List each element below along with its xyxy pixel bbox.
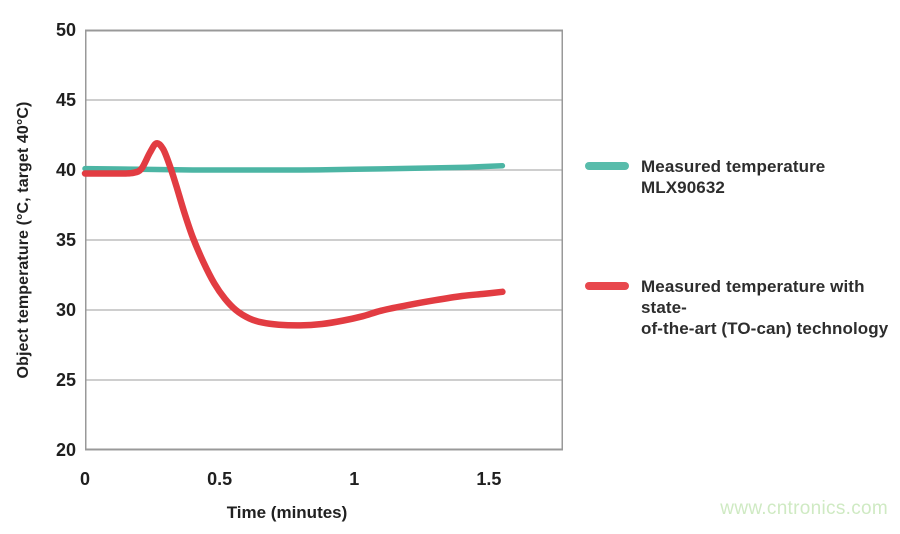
x-tick-label: 0.5	[207, 469, 233, 489]
legend-label-line1: Measured temperature with state-	[641, 277, 865, 317]
y-tick-label: 25	[55, 370, 76, 390]
red-line-swatch-icon	[585, 282, 629, 290]
x-tick-label: 1.5	[476, 469, 502, 489]
x-tick-label: 0	[79, 469, 90, 489]
y-tick-label: 35	[55, 230, 76, 250]
plot-area	[81, 29, 563, 451]
legend-item-mlx90632: Measured temperature MLX90632	[585, 156, 895, 198]
y-tick-label: 45	[55, 90, 76, 110]
legend-item-to-can: Measured temperature with state- of-the-…	[585, 276, 895, 339]
watermark: www.cntronics.com	[720, 498, 888, 519]
x-tick-label: 1	[349, 469, 360, 489]
legend-label-line2: of-the-art (TO-can) technology	[641, 319, 889, 338]
series-line-to-can	[81, 140, 506, 329]
series-line-mlx90632	[82, 163, 506, 173]
legend-label: Measured temperature MLX90632	[641, 157, 826, 197]
teal-line-swatch-icon	[585, 162, 629, 170]
plot-border	[85, 30, 563, 450]
x-axis-title: Time (minutes)	[226, 503, 348, 522]
y-tick-label: 20	[55, 440, 76, 460]
plot-canvas	[81, 29, 563, 451]
y-tick-label: 40	[55, 160, 76, 180]
y-tick-label: 50	[55, 20, 76, 40]
y-tick-label: 30	[55, 300, 76, 320]
